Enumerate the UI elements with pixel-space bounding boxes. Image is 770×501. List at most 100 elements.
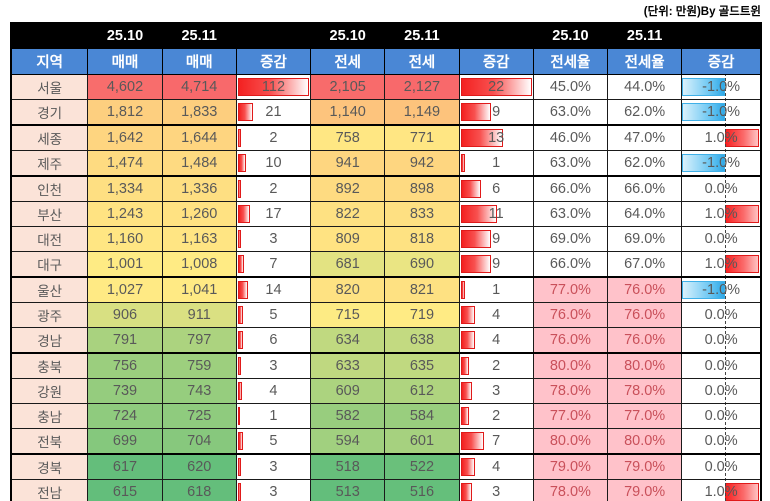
ratio-diff-axis-line [725,125,726,150]
cell-value: 690 [409,256,435,272]
jeonse-diff-bar [460,77,533,96]
cell-value: 79.0% [624,484,666,500]
cell-value: 1,163 [181,231,218,247]
table-row-광주: 광주 906 911 5 715 719 4 76.0% 76.0% 0.0% [10,302,762,328]
cell-jeonse-curr: 522 [384,453,460,480]
sale-diff-bar [237,431,243,450]
cell-value: 1.0% [704,484,738,500]
cell-value: 광주 [37,309,63,324]
table-row-충남: 충남 724 725 1 582 584 2 77.0% 77.0% 0.0% [10,403,762,429]
cell-value: 66.0% [549,256,591,272]
ratio-diff-axis-line [725,379,726,403]
cell-value: 634 [335,332,360,348]
cell-value: 62.0% [624,155,666,171]
cell-sale-prev: 1,334 [87,175,163,202]
cell-value: 78.0% [549,383,591,399]
cell-value: 충북 [37,360,63,375]
cell-jeonse-curr: 2,127 [384,74,460,100]
cell-value: 4 [492,307,501,323]
cell-value: -1.0% [702,282,741,298]
cell-sale-prev: 739 [87,378,163,404]
cell-value: 822 [335,206,360,222]
ratio-diff-axis-line [725,151,726,175]
cell-value: 758 [335,130,360,146]
table-row-경북: 경북 617 620 3 518 522 4 79.0% 79.0% 0.0% [10,453,762,480]
cell-value: 633 [335,358,360,374]
cell-value: 1,833 [181,104,218,120]
ratio-diff-axis-line [725,404,726,428]
jeonse-diff-bar [460,280,466,299]
cell-ratio-prev: 45.0% [532,74,609,100]
ratio-diff-axis-line [725,202,726,226]
cell-value: 80.0% [549,358,591,374]
cell-value: 516 [409,484,435,500]
cell-value: 635 [409,358,435,374]
cell-ratio-curr: 76.0% [607,327,683,354]
jeonse-diff-bar [460,356,469,375]
jeonse-diff-bar [460,305,475,324]
cell-sale-prev: 1,642 [87,124,163,151]
cell-value: 7 [492,433,501,449]
cell-sale-curr: 1,008 [161,251,237,278]
cell-jeonse-diff: 9 [458,251,534,278]
cell-value: 739 [112,383,138,399]
cell-value: 4,714 [181,79,218,95]
ratio-diff-axis-line [725,252,726,276]
cell-ratio-curr: 80.0% [607,352,683,379]
cell-value: 0.0% [704,383,738,399]
cell-ratio-prev: 76.0% [532,327,609,354]
sale-diff-bar [237,102,253,121]
cell-value: 67.0% [624,256,666,272]
cell-ratio-prev: 78.0% [532,479,609,501]
col-header-region: 지역 [10,48,89,75]
cell-value: 719 [409,307,435,323]
cell-sale-curr: 797 [161,327,237,354]
cell-value: 13 [488,130,505,146]
cell-jeonse-diff: 9 [458,99,534,126]
jeonse-diff-bar [460,229,491,248]
cell-jeonse-prev: 633 [310,352,386,379]
cell-sale-prev: 1,474 [87,150,163,177]
cell-ratio-prev: 80.0% [532,352,609,379]
cell-sale-prev: 1,160 [87,226,163,252]
cell-jeonse-prev: 681 [310,251,386,278]
col-header-sale-diff: 증감 [235,48,312,75]
cell-value: 833 [409,206,435,222]
cell-value: 66.0% [549,181,591,197]
region-cell: 부산 [10,201,89,227]
cell-jeonse-curr: 638 [384,327,460,354]
cell-jeonse-prev: 513 [310,479,386,501]
cell-value: 울산 [37,284,63,299]
cell-value: 45.0% [549,79,591,95]
cell-sale-diff: 2 [235,175,312,202]
sale-diff-bar [237,128,241,147]
sale-diff-bar [237,305,243,324]
cell-value: 경기 [37,106,63,121]
table-row-세종: 세종 1,642 1,644 2 758 771 13 46.0% 47.0% 1.0% [10,124,762,151]
cell-value: 78.0% [549,484,591,500]
cell-sale-prev: 1,812 [87,99,163,126]
cell-value: 1,008 [181,256,218,272]
cell-sale-diff: 3 [235,453,312,480]
cell-value: 63.0% [549,206,591,222]
cell-value: 898 [409,181,435,197]
cell-sale-diff: 5 [235,428,312,455]
cell-ratio-diff: 0.0% [681,403,762,429]
cell-jeonse-diff: 3 [458,378,534,404]
cell-value: 1,336 [181,181,218,197]
jeonse-diff-bar [460,153,466,172]
cell-jeonse-prev: 822 [310,201,386,227]
cell-ratio-curr: 69.0% [607,226,683,252]
cell-value: 617 [112,459,138,475]
cell-value: 세종 [37,132,63,147]
cell-sale-curr: 1,484 [161,150,237,177]
cell-ratio-diff: 0.0% [681,302,762,328]
cell-ratio-curr: 67.0% [607,251,683,278]
cell-jeonse-prev: 1,140 [310,99,386,126]
cell-value: 759 [187,358,212,374]
cell-value: 620 [187,459,212,475]
cell-value: 1,149 [403,104,441,120]
cell-value: 1,484 [181,155,218,171]
cell-value: 76.0% [549,332,591,348]
cell-sale-prev: 1,001 [87,251,163,278]
